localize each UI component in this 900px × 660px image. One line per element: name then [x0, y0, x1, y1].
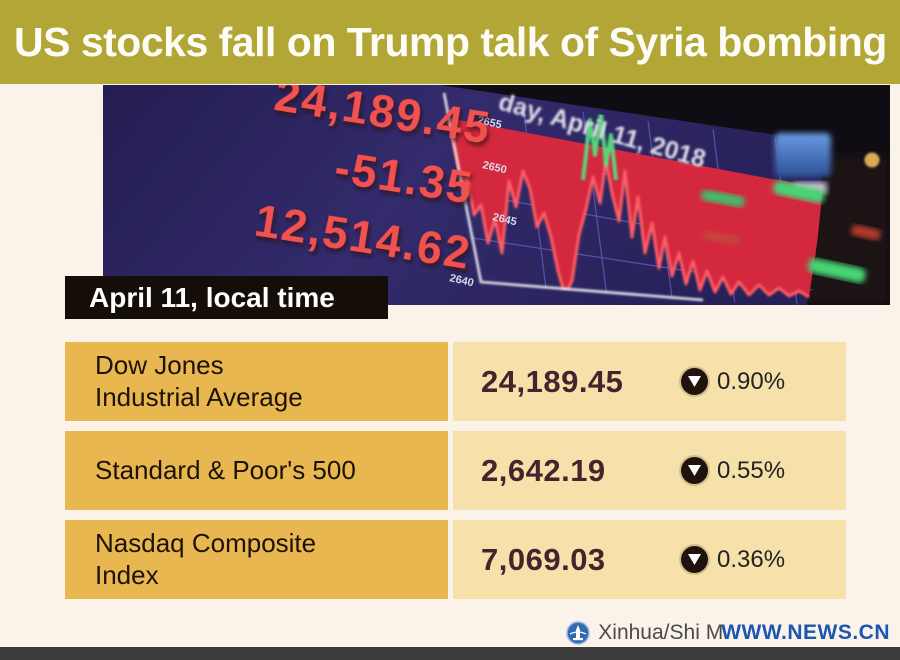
intraday-chart [441, 104, 825, 305]
chart-axis-ticks: 2655 2650 2645 2640 [448, 114, 518, 289]
headline-bar: US stocks fall on Trump talk of Syria bo… [0, 0, 900, 84]
date-label-text: April 11, local time [89, 281, 335, 313]
date-label: April 11, local time [65, 276, 388, 319]
axis-tick: 2650 [481, 159, 508, 176]
index-change-percent: 0.36% [717, 545, 786, 573]
xinhua-logo-icon [566, 621, 591, 645]
nyse-sign-blur [775, 133, 831, 177]
chart-price-line [441, 159, 810, 299]
index-value-cell: 7,069.03 0.36% [453, 520, 846, 599]
index-value-cell: 2,642.19 0.55% [453, 431, 846, 510]
index-value-cell: 24,189.45 0.90% [453, 342, 846, 421]
stock-board-illustration: 2655 2650 2645 2640 24,189.45 -51.35 12,… [103, 85, 890, 305]
down-arrow-icon [681, 546, 708, 573]
stock-board-photo: 2655 2650 2645 2640 24,189.45 -51.35 12,… [103, 85, 890, 305]
index-row-sp500: Standard & Poor's 500 2,642.19 0.55% [65, 431, 846, 510]
blurred-ticker-text [701, 180, 881, 283]
index-close-value: 2,642.19 [481, 452, 606, 488]
news-cn-watermark: WWW.NEWS.CN [721, 621, 890, 644]
index-name: Nasdaq Composite Index [65, 520, 448, 599]
index-close-value: 7,069.03 [481, 541, 606, 577]
index-row-nasdaq: Nasdaq Composite Index 7,069.03 0.36% [65, 520, 846, 599]
chart-red-area [443, 117, 825, 297]
axis-tick: 2655 [476, 114, 503, 131]
credit-line: Xinhua/Shi M WWW.NEWS.CN [566, 619, 890, 647]
index-name: Dow Jones Industrial Average [65, 342, 448, 421]
photo-credit: Xinhua/Shi M [598, 621, 724, 644]
index-change-percent: 0.90% [717, 367, 786, 395]
down-arrow-icon [681, 457, 708, 484]
axis-tick: 2640 [448, 272, 475, 289]
axis-tick: 2645 [491, 211, 518, 228]
index-change-percent: 0.55% [717, 456, 786, 484]
page-title: US stocks fall on Trump talk of Syria bo… [14, 18, 887, 65]
index-row-dow: Dow Jones Industrial Average 24,189.45 0… [65, 342, 846, 421]
ceiling-light-dot [864, 152, 880, 168]
index-close-value: 24,189.45 [481, 363, 624, 399]
bottom-border-bar [0, 647, 900, 660]
index-name: Standard & Poor's 500 [65, 431, 448, 510]
down-arrow-icon [681, 368, 708, 395]
chart-axis-line [442, 92, 704, 302]
